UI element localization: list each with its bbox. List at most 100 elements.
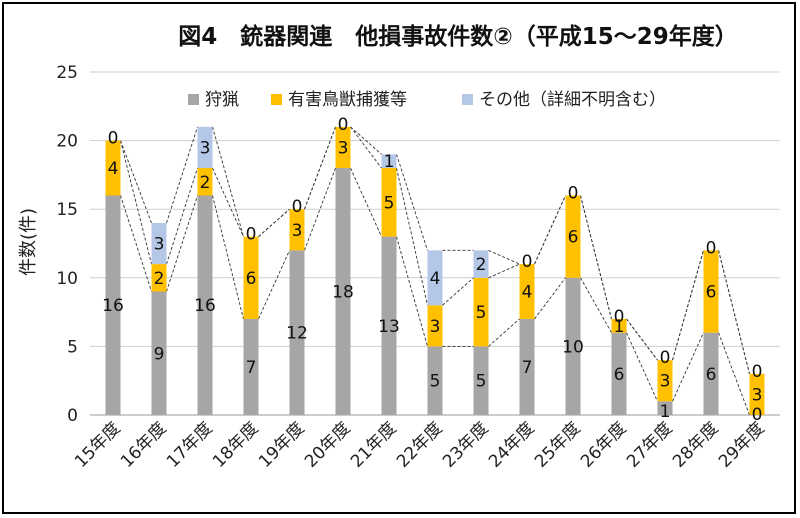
y-tick-label: 25	[56, 63, 78, 83]
bar-segment	[151, 264, 167, 292]
bar-segment	[335, 168, 351, 415]
data-label: 0	[246, 225, 257, 245]
data-label: 5	[430, 372, 441, 392]
legend-label: 狩猟	[205, 90, 239, 110]
data-label: 1	[614, 317, 625, 337]
connector-line	[350, 126, 382, 155]
bar-segment	[427, 250, 443, 306]
x-tick-label: 25年度	[531, 418, 584, 471]
x-tick-label: 16年度	[117, 418, 170, 471]
data-label: 7	[522, 358, 533, 378]
connector-line	[212, 126, 244, 237]
bar-segment	[289, 209, 305, 251]
y-tick-label: 20	[56, 132, 78, 152]
connector-line	[396, 154, 428, 251]
x-tick-label: 17年度	[163, 418, 216, 471]
data-label: 6	[568, 228, 579, 248]
connector-line	[626, 332, 658, 402]
connector-line	[350, 126, 382, 169]
connector-line	[580, 195, 612, 320]
connector-line	[442, 277, 474, 306]
legend-swatch	[271, 94, 282, 105]
connector-line	[488, 249, 520, 265]
x-tick-label: 27年度	[623, 418, 676, 471]
legend-swatch	[462, 94, 473, 105]
data-label: 3	[338, 138, 349, 158]
bar-segment	[427, 346, 443, 415]
connector-line	[396, 236, 428, 347]
data-label: 4	[430, 269, 441, 289]
connector-line	[718, 250, 750, 374]
data-label: 0	[568, 183, 579, 203]
y-tick-label: 15	[56, 200, 78, 220]
data-label: 6	[706, 365, 717, 385]
legend-swatch	[188, 94, 199, 105]
legend-label: 有害鳥獣捕獲等	[288, 90, 407, 110]
bar-segment	[427, 305, 443, 347]
data-label: 3	[154, 235, 165, 255]
y-tick-label: 0	[67, 406, 78, 426]
bar-segment	[105, 140, 121, 196]
x-tick-label: 28年度	[669, 418, 722, 471]
connector-line	[166, 195, 198, 292]
connector-line	[350, 167, 382, 237]
data-labels: 1640923162376012301830135153455274010606…	[102, 115, 762, 425]
connector-line	[580, 277, 612, 333]
bar-segment	[197, 168, 213, 196]
bar-segment	[381, 168, 397, 237]
connector-line	[304, 126, 336, 210]
bar-segment	[519, 264, 535, 319]
connector-line	[120, 195, 152, 292]
x-tick-label: 20年度	[301, 418, 354, 471]
bar-segment	[657, 401, 673, 415]
bar-segment	[151, 222, 167, 265]
data-label: 7	[246, 358, 257, 378]
connector-line	[488, 318, 520, 347]
connector-line	[304, 126, 336, 210]
connector-line	[718, 332, 750, 416]
bar-segment	[703, 332, 719, 415]
connector-line	[258, 250, 290, 320]
connector-line	[534, 277, 566, 320]
data-label: 5	[476, 303, 487, 323]
data-label: 3	[660, 372, 671, 392]
data-label: 9	[154, 344, 165, 364]
x-tick-label: 18年度	[209, 418, 262, 471]
x-tick-label: 19年度	[255, 418, 308, 471]
chart-title: 図4 銃器関連 他損事故件数②（平成15～29年度）	[178, 23, 738, 50]
bar-segment	[565, 195, 581, 278]
y-tick-labels: 0 5 10 15 20 25	[56, 63, 78, 426]
data-label: 0	[614, 307, 625, 327]
bar-segment	[243, 236, 259, 319]
bar-segment	[243, 318, 259, 415]
y-axis-label: 件数(件)	[18, 208, 39, 276]
y-tick-label: 5	[67, 337, 78, 357]
bar-segment	[151, 291, 167, 415]
bar-segment	[473, 346, 489, 415]
connector-line	[258, 208, 290, 237]
data-label: 6	[246, 269, 257, 289]
data-label: 10	[562, 337, 584, 357]
x-tick-label: 26年度	[577, 418, 630, 471]
bar-segment	[519, 318, 535, 415]
data-label: 0	[706, 238, 717, 258]
connector-line	[626, 318, 658, 361]
x-tick-label: 29年度	[715, 418, 768, 471]
bar-segment	[289, 250, 305, 415]
data-label: 0	[522, 252, 533, 272]
data-label: 1	[660, 402, 671, 422]
connector-line	[166, 126, 198, 224]
x-tick-label: 24年度	[485, 418, 538, 471]
data-label: 16	[194, 296, 216, 316]
data-label: 6	[614, 365, 625, 385]
bar-segment	[611, 318, 627, 333]
bar-segment	[335, 126, 351, 169]
data-label: 3	[752, 385, 763, 405]
bar-segment	[473, 250, 489, 278]
bar-segment	[197, 126, 213, 169]
data-label: 1	[384, 152, 395, 172]
x-tick-labels: 15年度16年度17年度18年度19年度20年度21年度22年度23年度24年度…	[71, 418, 768, 471]
data-label: 5	[384, 193, 395, 213]
data-label: 2	[476, 255, 487, 275]
